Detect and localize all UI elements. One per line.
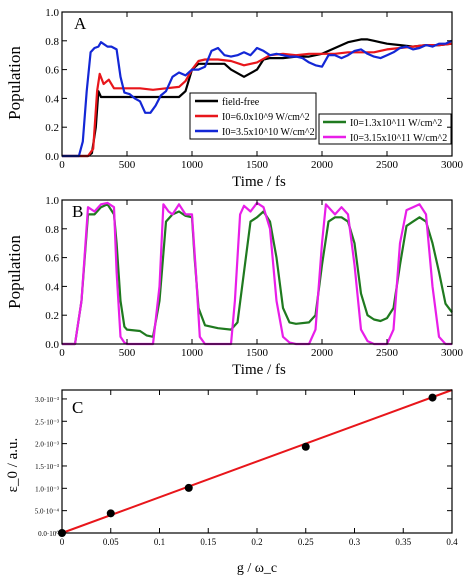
panel-a-legend: field-free I0=6.0x10^9 W/cm^2 I0=3.5x10^… — [189, 92, 452, 145]
panel-c: C g / ω_c ε_0 / a.u. 0 0.05 0.1 0.15 0.2 0.25… — [5, 389, 458, 576]
y-tick-label-0: 0.0·10⁰ — [38, 530, 59, 538]
y-tick-label-1: 0.2 — [45, 122, 59, 134]
y-tick-label-4: 2.0·10⁻³ — [35, 441, 59, 449]
legend-label-2: I0=3.5x10^10 W/cm^2 — [222, 127, 315, 138]
y-tick-label-6: 3.0·10⁻³ — [35, 396, 59, 404]
x-tick-label-4: 0.2 — [251, 537, 262, 547]
y-tick-label-3: 0.6 — [45, 65, 59, 77]
x-tick-label-3: 1500 — [246, 347, 269, 359]
x-tick-label-0: 0 — [59, 159, 65, 171]
data-point-1 — [106, 509, 115, 518]
x-tick-label-8: 0.4 — [446, 537, 458, 547]
y-tick-label-4: 0.8 — [45, 36, 59, 48]
x-tick-label-2: 1000 — [181, 159, 204, 171]
x-tick-label-4: 2000 — [311, 159, 334, 171]
x-tick-label-6: 0.3 — [349, 537, 361, 547]
y-tick-label-2: 1.0·10⁻³ — [35, 485, 59, 493]
y-tick-label-4: 0.8 — [45, 224, 59, 236]
x-tick-label-1: 500 — [119, 347, 136, 359]
legend-label-3: I0=1.3x10^11 W/cm^2 — [350, 118, 442, 129]
x-tick-label-0: 0 — [60, 537, 65, 547]
y-tick-label-1: 0.2 — [45, 310, 59, 322]
plot-area-1 — [62, 201, 453, 346]
plot-area-2 — [58, 389, 453, 537]
legend-box-right — [318, 113, 452, 145]
data-point-3 — [301, 442, 310, 451]
series-line-1 — [62, 42, 453, 158]
legend-label-4: I0=3.15x10^11 W/cm^2 — [350, 133, 447, 144]
x-tick-label-5: 0.25 — [298, 537, 314, 547]
panel-a: A Time / fs Population field-free I0=6.0… — [5, 7, 464, 190]
y-tick-label-5: 1.0 — [45, 195, 59, 207]
panel-a-ylabel: Population — [5, 46, 24, 120]
x-tick-label-4: 2000 — [311, 347, 334, 359]
series-line-0 — [62, 38, 453, 158]
panel-a-xlabel: Time / fs — [232, 174, 286, 190]
x-tick-label-3: 0.15 — [200, 537, 216, 547]
data-point-2 — [184, 483, 193, 492]
x-tick-label-7: 0.35 — [395, 537, 411, 547]
x-tick-label-2: 1000 — [181, 347, 204, 359]
y-tick-label-0: 0.0 — [45, 151, 59, 163]
data-point-4 — [428, 393, 437, 402]
series-line-1 — [62, 201, 452, 346]
plot-area-0 — [62, 38, 453, 158]
panel-c-xlabel: g / ω_c — [237, 561, 277, 576]
y-tick-label-0: 0.0 — [45, 339, 59, 351]
series-line-0 — [62, 203, 453, 346]
x-tick-label-1: 500 — [119, 159, 136, 171]
y-tick-label-3: 0.6 — [45, 253, 59, 265]
x-tick-label-5: 2500 — [376, 347, 399, 359]
panel-c-ylabel: ε_0 / a.u. — [5, 438, 21, 493]
y-tick-label-1: 5.0·10⁻⁴ — [35, 508, 60, 516]
x-tick-label-6: 3000 — [441, 159, 464, 171]
x-tick-label-5: 2500 — [376, 159, 399, 171]
legend-label-1: I0=6.0x10^9 W/cm^2 — [222, 112, 310, 123]
x-tick-label-1: 0.05 — [103, 537, 119, 547]
panel-b: B Time / fs Population 0 500 1000 1500 2000 2… — [5, 195, 464, 378]
x-tick-label-0: 0 — [59, 347, 65, 359]
panel-b-xlabel: Time / fs — [232, 362, 286, 378]
fit-line — [61, 389, 453, 534]
y-tick-label-2: 0.4 — [45, 93, 59, 105]
x-tick-label-3: 1500 — [246, 159, 269, 171]
panel-c-label: C — [72, 398, 83, 417]
legend-label-0: field-free — [222, 97, 260, 108]
y-tick-label-2: 0.4 — [45, 281, 59, 293]
y-tick-label-5: 1.0 — [45, 7, 59, 19]
x-tick-label-6: 3000 — [441, 347, 464, 359]
y-tick-label-5: 2.5·10⁻³ — [35, 418, 59, 426]
panel-b-label: B — [72, 202, 83, 221]
series-line-2 — [62, 39, 453, 158]
panel-b-ylabel: Population — [5, 235, 24, 309]
x-tick-label-2: 0.1 — [154, 537, 165, 547]
y-tick-label-3: 1.5·10⁻³ — [35, 463, 59, 471]
panel-a-label: A — [74, 14, 87, 33]
